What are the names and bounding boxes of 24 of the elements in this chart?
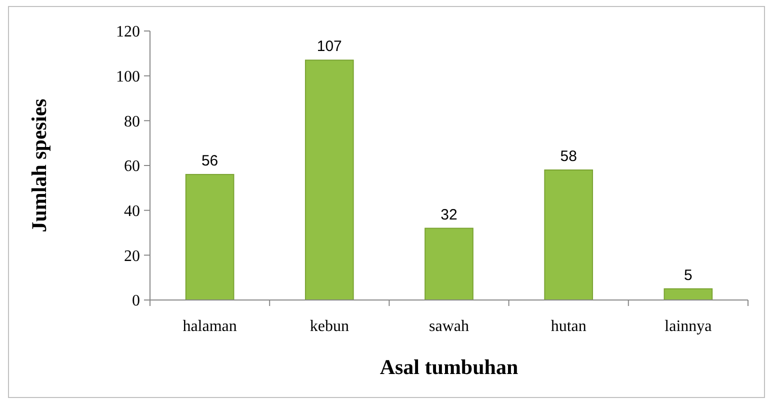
bar (544, 169, 594, 300)
data-label: 5 (684, 266, 692, 284)
y-tick-label: 20 (124, 248, 140, 265)
y-tick-label: 40 (124, 202, 140, 220)
data-label: 58 (560, 148, 577, 165)
y-tick-label: 100 (116, 68, 140, 86)
x-tick-label: hutan (550, 318, 586, 335)
x-tick-label: sawah (429, 318, 469, 335)
x-tick-label: halaman (182, 318, 237, 335)
data-label: 107 (316, 38, 342, 56)
bar (304, 60, 354, 300)
data-label: 56 (201, 152, 218, 170)
x-axis-title: Asal tumbuhan (380, 355, 518, 379)
bar (185, 174, 234, 300)
data-label: 32 (440, 206, 458, 224)
y-axis-title: Jumlah spesies (27, 98, 51, 232)
bar (664, 288, 713, 300)
x-tick-label: lainnya (664, 318, 712, 335)
y-tick-label: 120 (116, 24, 140, 41)
y-tick-label: 80 (124, 113, 140, 130)
y-tick-label: 60 (124, 158, 140, 176)
y-tick-label: 0 (132, 292, 140, 310)
x-tick-label: kebun (310, 318, 349, 335)
bar (424, 228, 474, 300)
